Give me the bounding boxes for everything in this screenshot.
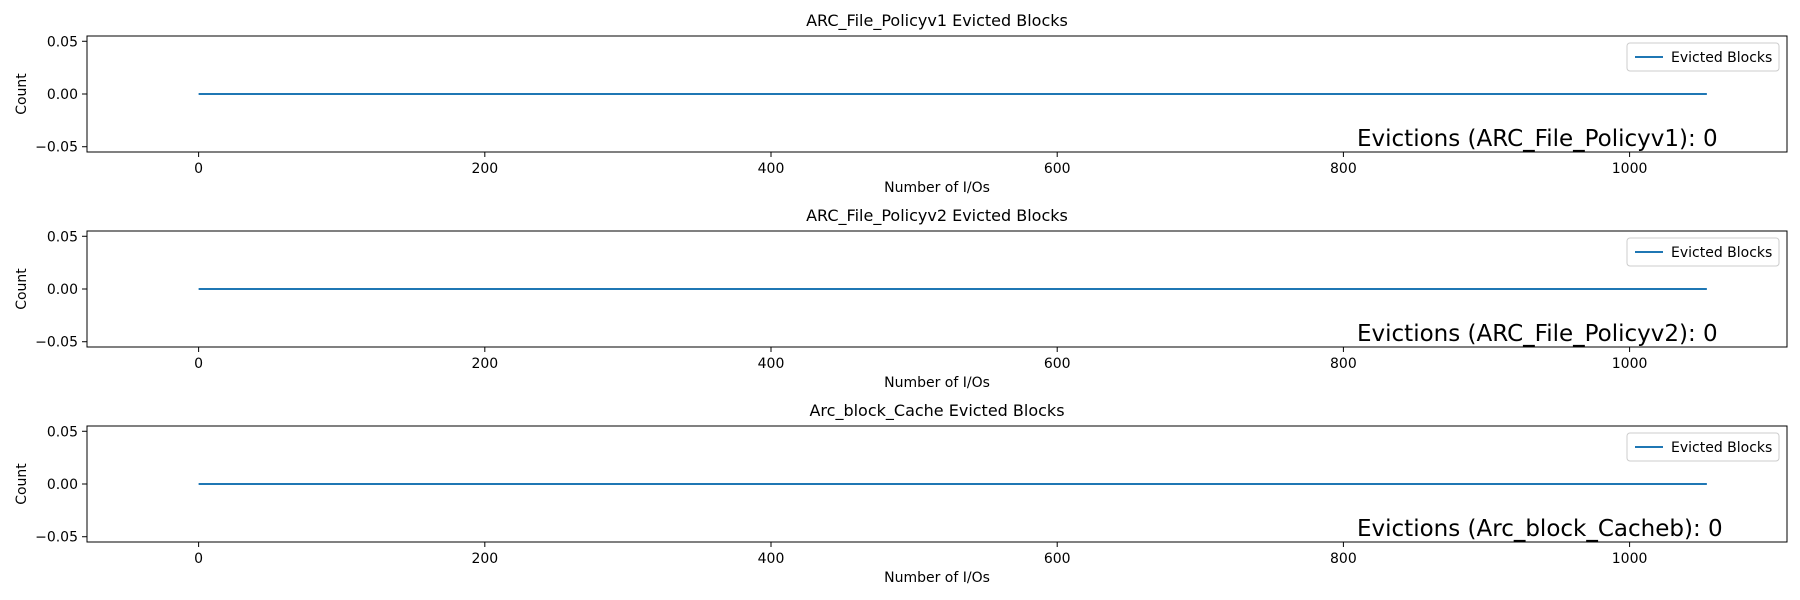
- panel-1-x-tick-label: 200: [471, 161, 498, 177]
- panel-1-eviction-annotation: Evictions (ARC_File_Policyv1): 0: [1357, 126, 1718, 152]
- panel-1-x-tick-label: 0: [194, 161, 203, 177]
- panel-1-x-tick-label: 800: [1330, 161, 1357, 177]
- panel-3-y-axis-label: Count: [14, 463, 30, 505]
- panel-3-eviction-annotation: Evictions (Arc_block_Cacheb): 0: [1357, 516, 1723, 542]
- panel-2-y-axis-label: Count: [14, 268, 30, 310]
- panel-1-title: ARC_File_Policyv1 Evicted Blocks: [806, 11, 1068, 31]
- panel-2-x-tick-label: 400: [758, 356, 785, 372]
- panel-2-y-tick-label: 0.00: [47, 282, 78, 298]
- panel-2-x-tick-label: 1000: [1612, 356, 1648, 372]
- panel-2-x-axis-label: Number of I/Os: [884, 375, 990, 391]
- panel-1-x-tick-label: 400: [758, 161, 785, 177]
- panel-3-x-tick-label: 1000: [1612, 551, 1648, 567]
- panel-2-y-tick-label: 0.05: [47, 229, 78, 245]
- panel-3-x-tick-label: 800: [1330, 551, 1357, 567]
- panel-2-x-tick-label: 800: [1330, 356, 1357, 372]
- panel-2-title: ARC_File_Policyv2 Evicted Blocks: [806, 206, 1068, 226]
- panel-2-x-tick-label: 600: [1044, 356, 1071, 372]
- panel-3-legend-label: Evicted Blocks: [1671, 440, 1772, 456]
- panel-1-legend-label: Evicted Blocks: [1671, 50, 1772, 66]
- panel-3-x-tick-label: 0: [194, 551, 203, 567]
- panel-2-x-tick-label: 0: [194, 356, 203, 372]
- panel-3-x-tick-label: 200: [471, 551, 498, 567]
- panel-1-x-tick-label: 1000: [1612, 161, 1648, 177]
- panel-3-title: Arc_block_Cache Evicted Blocks: [809, 401, 1064, 421]
- panel-3-y-tick-label: 0.05: [47, 424, 78, 440]
- panel-1-legend-box: [1626, 42, 1780, 72]
- panel-3-legend-box: [1626, 432, 1780, 462]
- panel-3-x-tick-label: 600: [1044, 551, 1071, 567]
- panel-2-eviction-annotation: Evictions (ARC_File_Policyv2): 0: [1357, 321, 1718, 347]
- panel-1-y-tick-label: 0.05: [47, 34, 78, 50]
- panel-2-x-tick-label: 200: [471, 356, 498, 372]
- panel-2-y-tick-label: −0.05: [35, 335, 78, 351]
- panel-3-y-tick-label: −0.05: [35, 530, 78, 546]
- panel-1-x-axis-label: Number of I/Os: [884, 180, 990, 196]
- panel-3-y-tick-label: 0.00: [47, 477, 78, 493]
- panel-3-x-axis-label: Number of I/Os: [884, 570, 990, 586]
- panel-3-x-tick-label: 400: [758, 551, 785, 567]
- panel-2-legend-label: Evicted Blocks: [1671, 245, 1772, 261]
- panel-1-y-tick-label: 0.00: [47, 87, 78, 103]
- panel-1-y-tick-label: −0.05: [35, 140, 78, 156]
- panel-1-x-tick-label: 600: [1044, 161, 1071, 177]
- panel-2-legend-box: [1626, 237, 1780, 267]
- panel-1-y-axis-label: Count: [14, 73, 30, 115]
